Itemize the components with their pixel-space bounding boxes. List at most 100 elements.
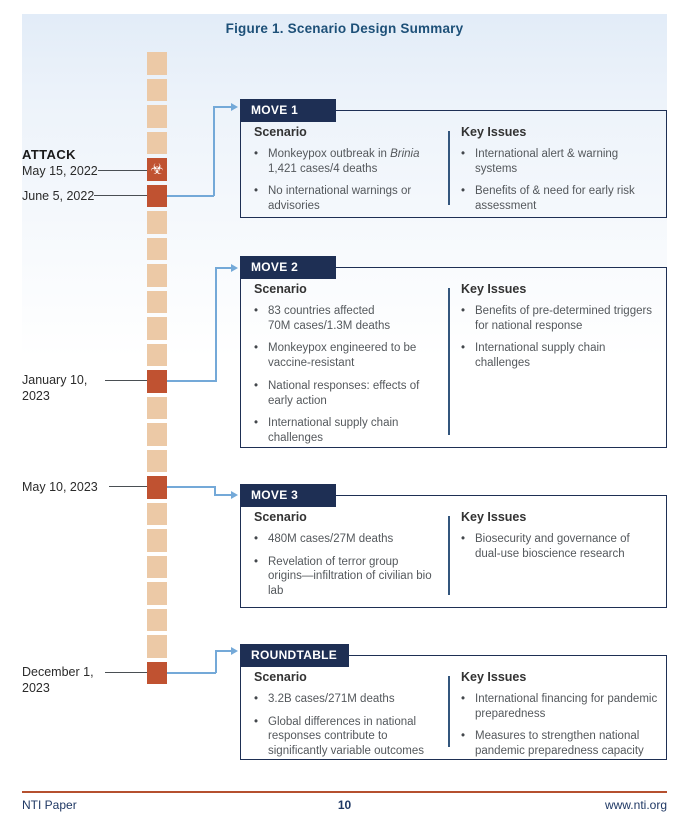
- bullet-dot: •: [254, 417, 259, 430]
- scenario-column: Scenario • 480M cases/27M deaths • Revelatio…: [241, 510, 448, 607]
- bullet-text: Benefits of & need for early risk assess…: [475, 185, 635, 213]
- column-divider: [448, 288, 450, 435]
- bullet-dot: •: [254, 715, 259, 728]
- key-issues-heading: Key Issues: [461, 510, 527, 524]
- timeline-date-label: December 1, 2023: [22, 664, 94, 696]
- bullet-dot: •: [254, 555, 259, 568]
- figure-title: Figure 1. Scenario Design Summary: [225, 21, 464, 36]
- arrow-right-icon: [231, 491, 238, 499]
- bullet-item: • No international warnings or advisories: [254, 184, 434, 213]
- bullet-text: Biosecurity and governance of dual-use b…: [475, 533, 630, 560]
- footer-url[interactable]: www.nti.org: [604, 798, 667, 812]
- scenario-heading: Scenario: [254, 670, 307, 684]
- timeline-square: [147, 184, 167, 207]
- timeline-square: [147, 105, 167, 128]
- arrow-right-icon: [231, 646, 238, 655]
- footer-paper-label: NTI Paper: [22, 798, 77, 812]
- bullet-text: No international warnings or advisories: [268, 185, 412, 213]
- bullet-item: • International supply chain challenges: [254, 416, 434, 445]
- move-box: MOVE 1 Scenario • Monkeypox outbreak in Bri…: [240, 99, 667, 218]
- bullet-dot: •: [254, 185, 259, 198]
- timeline-square: [147, 370, 167, 393]
- attack-label: ATTACK: [22, 147, 76, 162]
- timeline-date-label: ATTACK May 15, 2022: [22, 146, 98, 179]
- move-header: MOVE 3: [240, 484, 336, 507]
- bullet-dot: •: [254, 342, 259, 355]
- connector-line: [167, 672, 216, 674]
- bullet-text: 480M cases/27M deaths: [268, 533, 394, 545]
- scenario-heading: Scenario: [254, 125, 307, 139]
- bullet-text: National responses: effects of early act…: [268, 379, 420, 407]
- bullet-item: • 3.2B cases/271M deaths: [254, 692, 434, 707]
- connector-line: [105, 380, 147, 381]
- timeline-square: [147, 396, 167, 419]
- bullet-text: International supply chain challenges: [475, 342, 606, 370]
- bullet-item: • Monkeypox engineered to be vaccine-resi…: [254, 341, 434, 370]
- timeline-date-label: January 10, 2023: [22, 372, 87, 404]
- move-box: MOVE 2 Scenario • 83 countries affected 70M…: [240, 256, 667, 448]
- bullet-text: International financing for pandemic pre…: [475, 693, 658, 720]
- move-header: MOVE 1: [240, 99, 336, 122]
- bullet-item: • International financing for pandemic pr…: [461, 692, 658, 721]
- key-issues-column: Key Issues • International alert & warning…: [448, 125, 666, 217]
- footer-rule: [22, 791, 667, 793]
- timeline-date-label: May 10, 2023: [22, 479, 98, 495]
- timeline-square: [147, 608, 167, 631]
- bullet-dot: •: [254, 305, 259, 317]
- bullet-item: • Measures to strengthen national pandemi…: [461, 729, 658, 758]
- timeline-square: [147, 555, 167, 578]
- bullet-item: • International supply chain challenges: [461, 341, 658, 370]
- timeline-square: [147, 635, 167, 658]
- bullet-item: • Benefits of pre-determined triggers for…: [461, 304, 658, 333]
- bullet-item: • Biosecurity and governance of dual-use …: [461, 532, 658, 561]
- date-text: December 1, 2023: [22, 665, 94, 695]
- bullet-dot: •: [461, 342, 466, 355]
- bullet-text: Monkeypox engineered to be vaccine-resis…: [268, 342, 417, 370]
- arrow-right-icon: [231, 102, 238, 111]
- bullet-item: • National responses: effects of early ac…: [254, 379, 434, 408]
- bullet-text: 3.2B cases/271M deaths: [268, 693, 395, 705]
- bullet-dot: •: [254, 379, 259, 392]
- key-issues-heading: Key Issues: [461, 670, 527, 684]
- biohazard-icon: ☣: [150, 159, 164, 178]
- figure-background: [22, 14, 667, 760]
- bullet-dot: •: [254, 533, 259, 545]
- key-issues-column: Key Issues • Biosecurity and governance of…: [448, 510, 666, 607]
- bullet-text: Monkeypox outbreak in Brinia 1,421 cases…: [268, 148, 420, 175]
- connector-line: [167, 195, 214, 197]
- timeline-square: [147, 449, 167, 472]
- timeline-date-label: June 5, 2022: [22, 188, 94, 204]
- timeline-square: [147, 343, 167, 366]
- connector-line: [98, 170, 147, 171]
- bullet-dot: •: [254, 693, 259, 705]
- key-issues-column: Key Issues • International financing for p…: [448, 670, 666, 759]
- connector-line: [109, 486, 147, 487]
- bullet-text: International alert & warning systems: [475, 148, 619, 175]
- connector-line: [215, 650, 233, 652]
- bullet-text: Benefits of pre-determined triggers for …: [475, 305, 653, 332]
- bullet-item: • Revelation of terror group origins—infi…: [254, 555, 434, 599]
- box-content: Scenario • 3.2B cases/271M deaths • Global d…: [241, 656, 666, 759]
- date-text: June 5, 2022: [22, 189, 95, 203]
- date-text: January 10, 2023: [22, 373, 88, 403]
- bullet-text: 83 countries affected 70M cases/1.3M dea…: [268, 305, 391, 332]
- timeline-square: [147, 237, 167, 260]
- scenario-column: Scenario • 83 countries affected 70M cases…: [241, 282, 448, 447]
- connector-line: [214, 494, 233, 496]
- date-text: May 10, 2023: [22, 480, 98, 494]
- page-number: 10: [337, 798, 352, 812]
- bullet-item: • International alert & warning systems: [461, 147, 658, 176]
- timeline-square: [147, 582, 167, 605]
- scenario-column: Scenario • Monkeypox outbreak in Brinia 1,…: [241, 125, 448, 217]
- box-content: Scenario • 83 countries affected 70M cases…: [241, 268, 666, 447]
- bullet-text: International supply chain challenges: [268, 417, 399, 445]
- column-divider: [448, 131, 450, 205]
- bullet-item: • 83 countries affected 70M cases/1.3M de…: [254, 304, 434, 333]
- scenario-column: Scenario • 3.2B cases/271M deaths • Global d…: [241, 670, 448, 759]
- bullet-dot: •: [461, 305, 466, 317]
- bullet-item: • Monkeypox outbreak in Brinia 1,421 case…: [254, 147, 434, 176]
- timeline-square: [147, 423, 167, 446]
- column-divider: [448, 516, 450, 595]
- move-header: MOVE 2: [240, 256, 336, 279]
